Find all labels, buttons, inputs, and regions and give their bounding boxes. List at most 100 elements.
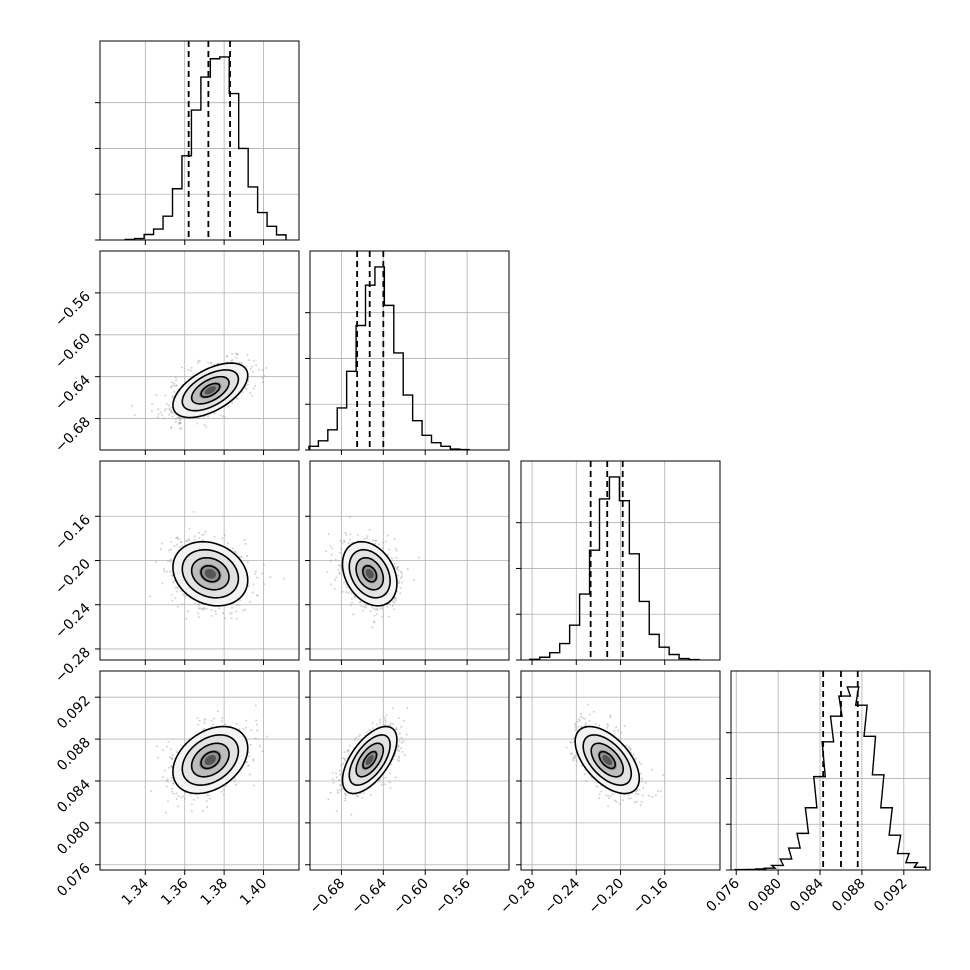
y-tick-label: 0.092 — [54, 693, 94, 733]
sample-point — [188, 527, 191, 530]
sample-point — [392, 600, 395, 602]
sample-point — [378, 721, 381, 724]
sample-point — [361, 609, 364, 612]
sample-point — [282, 577, 285, 580]
sample-point — [256, 723, 258, 726]
sample-point — [336, 789, 339, 792]
sample-point — [197, 723, 200, 726]
sample-point — [569, 741, 572, 744]
sample-point — [178, 422, 181, 425]
sample-point — [399, 576, 402, 579]
y-tick-label: −0.24 — [52, 600, 94, 642]
sample-point — [613, 799, 616, 802]
sample-point — [345, 533, 348, 536]
sample-point — [171, 754, 174, 757]
sample-point — [238, 361, 241, 364]
sample-point — [183, 797, 186, 800]
sample-point — [633, 801, 636, 804]
y-tick-label: −0.60 — [52, 330, 94, 372]
sample-point — [387, 724, 390, 727]
contour-line — [181, 369, 240, 412]
density-fill — [602, 755, 613, 766]
sample-point — [175, 798, 178, 800]
sample-point — [201, 607, 204, 610]
contour-line — [355, 556, 385, 591]
sample-point — [376, 609, 379, 612]
sample-point — [574, 729, 577, 732]
sample-point — [169, 548, 172, 551]
sample-point — [582, 717, 585, 720]
sample-point — [359, 600, 362, 603]
sample-point — [247, 764, 250, 767]
sample-point — [179, 421, 182, 424]
sample-point — [400, 725, 403, 728]
density-panel-3-2: −0.28 −0.24 −0.20 −0.16 — [497, 670, 721, 917]
sample-point — [174, 586, 177, 589]
sample-point — [177, 805, 180, 808]
sample-point — [618, 802, 621, 805]
sample-point — [384, 540, 387, 543]
sample-point — [357, 735, 360, 738]
sample-point — [172, 782, 175, 785]
sample-point — [396, 567, 398, 570]
sample-point — [246, 561, 249, 564]
sample-point — [366, 731, 369, 734]
sample-point — [390, 557, 393, 560]
sample-point — [215, 612, 217, 615]
sample-point — [347, 542, 350, 545]
panel-frame — [309, 250, 510, 451]
sample-point — [400, 736, 403, 739]
sample-point — [248, 755, 251, 758]
sample-point — [225, 785, 228, 788]
density-layer — [325, 516, 420, 629]
y-tick-label: 0.076 — [54, 860, 94, 900]
sample-point — [398, 740, 401, 743]
sample-point — [384, 783, 387, 786]
sample-point — [627, 794, 630, 797]
sample-point — [595, 785, 598, 788]
sample-point — [210, 719, 213, 722]
sample-point — [252, 758, 255, 761]
x-tick-label: 1.36 — [158, 875, 191, 908]
sample-point — [636, 789, 639, 791]
sample-point — [249, 368, 252, 371]
sample-point — [363, 537, 366, 540]
sample-point — [231, 352, 234, 355]
sample-point — [329, 791, 332, 794]
sample-point — [180, 427, 183, 430]
sample-point — [356, 795, 359, 798]
x-tick-label: 0.092 — [871, 876, 911, 916]
sample-point — [161, 748, 164, 751]
sample-point — [374, 540, 377, 542]
sample-point — [578, 718, 580, 721]
sample-point — [343, 540, 346, 543]
sample-point — [389, 724, 392, 727]
sample-point — [174, 420, 177, 423]
sample-point — [225, 355, 228, 358]
sample-point — [334, 558, 337, 561]
sample-point — [344, 799, 347, 802]
sample-point — [196, 796, 199, 799]
sample-point — [266, 735, 269, 738]
sample-point — [395, 556, 398, 559]
sample-point — [173, 545, 176, 548]
sample-point — [375, 539, 378, 542]
sample-point — [207, 794, 210, 797]
sample-point — [223, 788, 225, 791]
sample-point — [641, 794, 644, 797]
sample-point — [221, 717, 224, 720]
contour-line — [590, 742, 625, 778]
sample-point — [369, 794, 372, 797]
sample-point — [216, 710, 219, 713]
sample-point — [265, 367, 268, 369]
sample-point — [173, 580, 176, 582]
sample-point — [231, 401, 234, 404]
sample-point — [248, 359, 251, 362]
sample-point — [197, 531, 200, 534]
sample-point — [199, 607, 202, 610]
sample-point — [201, 539, 204, 542]
sample-point — [572, 759, 575, 762]
y-tick-label: −0.16 — [52, 512, 94, 554]
density-layer — [150, 704, 269, 814]
sample-point — [172, 382, 175, 385]
